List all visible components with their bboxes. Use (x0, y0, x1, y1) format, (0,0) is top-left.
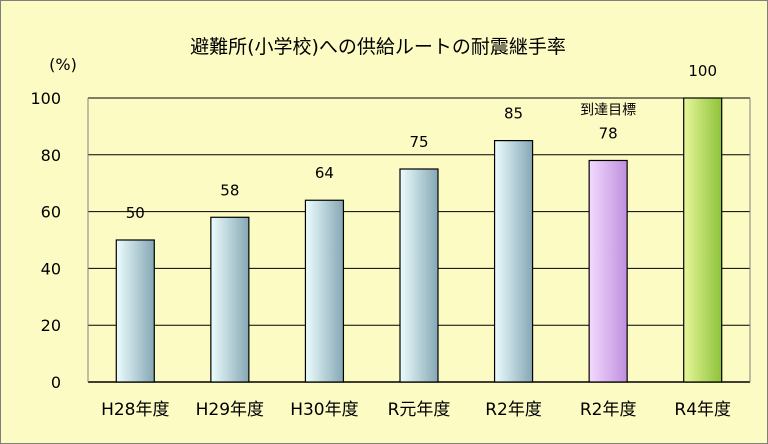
bar-2 (304, 199, 345, 383)
x-tick-label-0: H28年度 (101, 400, 169, 420)
y-tick-label-80: 80 (41, 146, 61, 165)
bar-0 (115, 239, 155, 383)
data-label-2: 64 (315, 164, 334, 182)
x-tick-label-6: R4年度 (674, 400, 731, 420)
chart-title: 避難所(小学校)への供給ルートの耐震継手率 (190, 36, 566, 58)
data-label-5: 78 (599, 124, 618, 142)
bar-6 (683, 97, 723, 383)
x-tick-label-3: R元年度 (388, 400, 451, 420)
data-label-3: 75 (409, 133, 428, 151)
x-tick-label-2: H30年度 (290, 400, 358, 420)
bar-5 (588, 159, 628, 383)
y-tick-label-20: 20 (41, 316, 61, 335)
y-tick-label-40: 40 (41, 259, 61, 278)
data-label-0: 50 (126, 204, 145, 222)
x-tick-label-5: R2年度 (580, 400, 637, 420)
data-labels: 50 58 64 75 85 78 100 到達目標 (126, 62, 717, 222)
bar-1 (210, 216, 250, 383)
bar-4 (493, 140, 534, 383)
x-tick-label-4: R2年度 (485, 400, 542, 420)
y-axis-unit-label: (%) (49, 55, 77, 74)
bar-3 (399, 168, 439, 383)
y-axis-ticks: 0 20 40 60 80 100 (30, 89, 61, 392)
bars (115, 97, 723, 383)
x-tick-label-1: H29年度 (196, 400, 264, 420)
data-label-1: 58 (220, 181, 239, 199)
y-tick-label-100: 100 (30, 89, 61, 108)
y-tick-label-60: 60 (41, 203, 61, 222)
data-label-6: 100 (688, 62, 717, 80)
target-annotation: 到達目標 (580, 102, 636, 118)
x-axis-ticks: H28年度 H29年度 H30年度 R元年度 R2年度 R2年度 R4年度 (101, 400, 731, 420)
y-tick-label-0: 0 (51, 373, 61, 392)
data-label-4: 85 (504, 105, 523, 123)
